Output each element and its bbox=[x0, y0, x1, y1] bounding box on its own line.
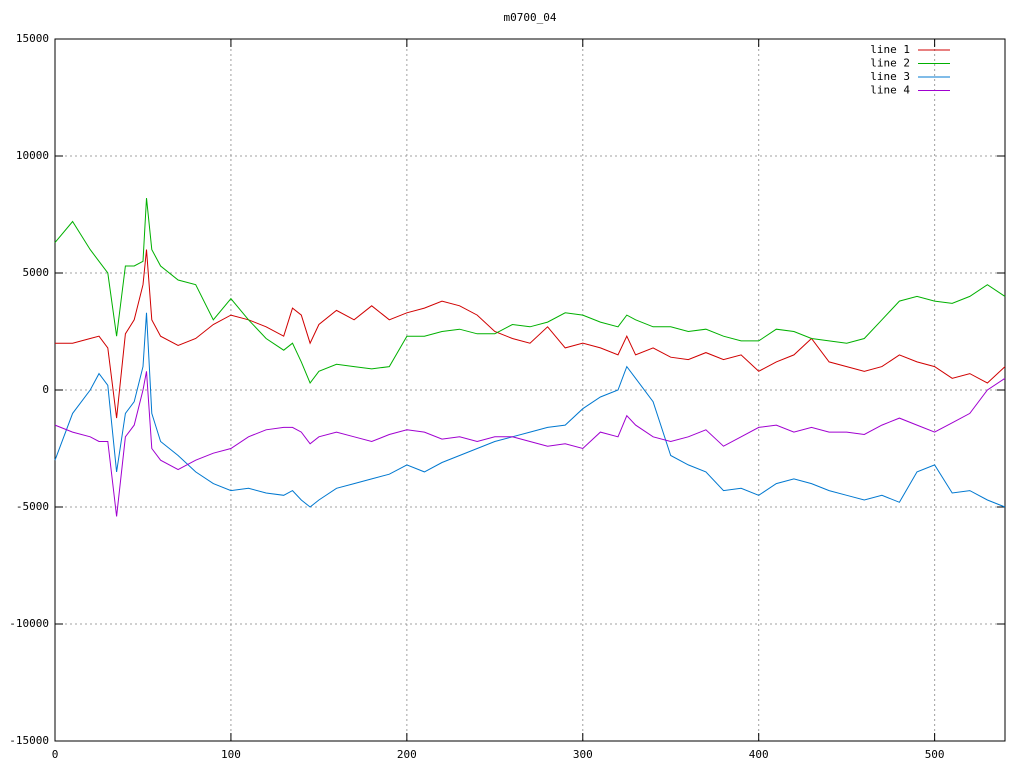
chart-title: m0700_04 bbox=[504, 11, 557, 24]
series-line bbox=[54, 198, 1006, 384]
x-tick-label: 500 bbox=[925, 748, 945, 761]
y-tick-label: -10000 bbox=[9, 617, 49, 630]
series-line bbox=[54, 371, 1006, 517]
y-tick-label: 10000 bbox=[16, 149, 49, 162]
y-tick-label: 5000 bbox=[23, 266, 50, 279]
series-line bbox=[54, 312, 1006, 508]
legend-label: line 2 bbox=[870, 57, 910, 70]
legend-label: line 4 bbox=[870, 84, 910, 97]
plot-border bbox=[54, 38, 1006, 742]
x-tick-label: 200 bbox=[397, 748, 417, 761]
y-tick-label: 0 bbox=[42, 383, 49, 396]
series-line bbox=[55, 249, 1006, 419]
x-tick-label: 400 bbox=[749, 748, 769, 761]
legend-label: line 1 bbox=[870, 43, 910, 56]
x-tick-label: 0 bbox=[52, 748, 59, 761]
x-tick-label: 300 bbox=[573, 748, 593, 761]
y-tick-label: 15000 bbox=[16, 32, 49, 45]
y-tick-label: -5000 bbox=[16, 500, 49, 513]
y-tick-label: -15000 bbox=[9, 734, 49, 747]
x-tick-label: 100 bbox=[221, 748, 241, 761]
legend-label: line 3 bbox=[870, 70, 910, 83]
